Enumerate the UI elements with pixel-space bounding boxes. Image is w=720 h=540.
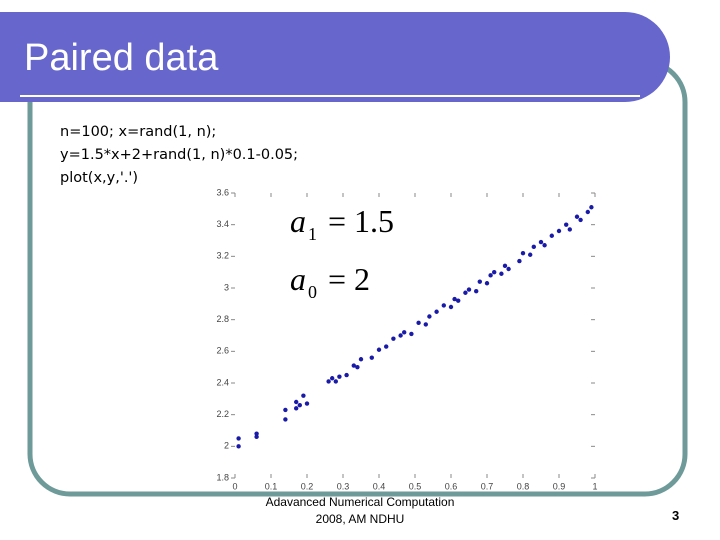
y-tick-label: 3.6: [216, 187, 229, 197]
data-point: [567, 227, 572, 232]
data-point: [538, 239, 544, 245]
data-point: [463, 290, 468, 295]
y-tick-label: 1.8: [216, 472, 229, 482]
footer-line: Adavanced Numerical Computation: [266, 495, 455, 509]
data-point: [358, 357, 364, 362]
data-point: [502, 263, 508, 269]
slide-title: Paired data: [24, 37, 219, 79]
data-point: [236, 444, 241, 449]
data-point: [283, 407, 288, 413]
data-point: [499, 271, 504, 276]
data-point: [254, 434, 259, 440]
annotation-symbol: a: [290, 261, 306, 297]
data-point: [294, 406, 299, 411]
annotation-subscript: 0: [308, 282, 317, 302]
data-point: [589, 205, 594, 210]
y-tick-label: 3.4: [216, 219, 229, 229]
data-point: [466, 287, 472, 292]
data-point: [484, 281, 490, 286]
data-point: [492, 269, 497, 275]
data-point: [355, 364, 360, 370]
x-tick-label: 0: [232, 481, 237, 491]
x-tick-label: 0.8: [517, 481, 530, 491]
x-tick-label: 0.5: [409, 481, 422, 491]
data-point: [434, 309, 439, 314]
data-point: [517, 258, 522, 264]
code-line: y=1.5*x+2+rand(1, n)*0.1-0.05;: [60, 147, 298, 163]
data-point: [326, 379, 331, 384]
data-point: [531, 244, 536, 250]
data-point: [477, 279, 482, 284]
data-point: [448, 304, 454, 310]
data-point: [391, 336, 396, 341]
data-point: [337, 374, 342, 379]
annotation-subscript: 1: [308, 224, 317, 244]
x-tick-label: 0.4: [373, 481, 386, 491]
annotation-value: = 2: [328, 261, 370, 297]
data-point: [574, 214, 580, 219]
data-point: [301, 393, 306, 398]
y-tick-label: 2.4: [216, 377, 229, 387]
data-point: [542, 243, 547, 248]
data-point: [333, 379, 338, 384]
data-point: [578, 217, 583, 223]
data-point: [452, 296, 457, 302]
page-number: 3: [672, 508, 679, 523]
data-point: [506, 266, 511, 272]
x-tick-label: 0.2: [301, 481, 314, 491]
data-point: [549, 233, 554, 238]
data-point: [297, 402, 302, 408]
data-point: [556, 228, 562, 234]
data-point: [330, 376, 335, 381]
x-tick-label: 0.3: [337, 481, 350, 491]
y-tick-label: 2.6: [216, 346, 229, 356]
y-tick-label: 3: [224, 282, 229, 292]
data-point: [520, 250, 526, 256]
x-tick-label: 0.6: [445, 481, 458, 491]
data-point: [441, 303, 446, 308]
data-point: [283, 417, 288, 422]
data-point: [456, 298, 461, 303]
chart: 0 0.1 0.2 0.3 0.4 0.5 0.6 0.7 0.8 0.9 1 1.8 2 2.2 2.4 2…: [216, 187, 597, 491]
x-tick-label: 0.1: [265, 481, 278, 491]
code-line: plot(x,y,'.'): [60, 170, 138, 186]
x-tick-label: 1: [592, 481, 597, 491]
annotation-symbol: a: [290, 203, 306, 239]
data-point: [416, 320, 421, 326]
data-point: [304, 401, 310, 406]
data-point: [402, 330, 407, 335]
data-point: [344, 372, 349, 378]
y-tick-label: 2.8: [216, 314, 229, 324]
data-point: [488, 273, 493, 278]
annotation-value: = 1.5: [328, 203, 394, 239]
data-point: [585, 209, 590, 215]
footer-line: 2008, AM NDHU: [316, 512, 405, 526]
data-point: [369, 355, 374, 360]
y-tick-label: 2.2: [216, 409, 229, 419]
data-point: [236, 436, 241, 441]
title-bar: [0, 12, 670, 102]
code-line: n=100; x=rand(1, n);: [60, 124, 216, 140]
data-point: [351, 363, 356, 368]
x-tick-label: 0.7: [481, 481, 494, 491]
data-point: [528, 252, 533, 257]
y-tick-label: 2: [224, 441, 229, 451]
data-point: [384, 344, 389, 349]
data-point: [398, 333, 403, 338]
data-point: [376, 347, 382, 352]
data-point: [294, 399, 299, 405]
data-point: [427, 314, 432, 319]
data-point: [474, 288, 479, 294]
y-tick-label: 3.2: [216, 251, 229, 261]
data-point: [409, 331, 414, 337]
data-point: [254, 431, 259, 436]
data-point: [423, 322, 428, 327]
x-tick-label: 0.9: [553, 481, 566, 491]
data-point: [564, 222, 569, 227]
